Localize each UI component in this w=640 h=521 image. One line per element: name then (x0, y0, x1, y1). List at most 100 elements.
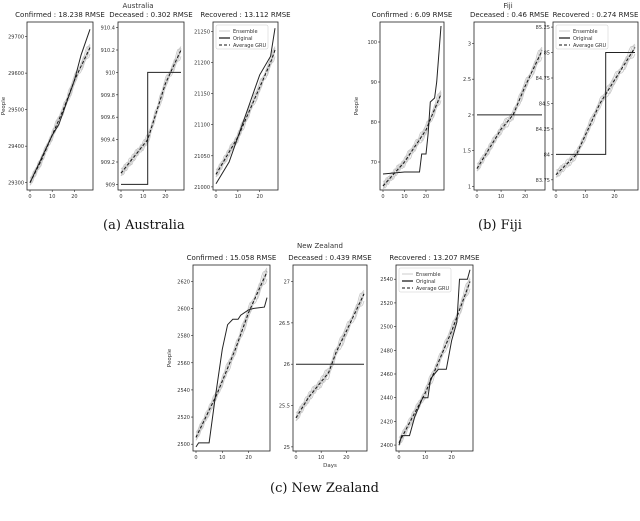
y-tick-label: 29700 (8, 35, 24, 41)
y-tick-label: 2540 (177, 388, 190, 394)
y-tick-label: 21200 (194, 60, 210, 66)
ensemble-line (215, 47, 276, 176)
ensemble-line (476, 48, 543, 172)
y-tick-label: 910.2 (101, 48, 115, 54)
y-tick-label: 21250 (194, 29, 210, 35)
ensemble-line (476, 51, 543, 172)
y-tick-label: 84 (544, 152, 550, 158)
x-tick-label: 10 (498, 194, 504, 200)
y-tick-label: 2540 (380, 277, 393, 283)
y-tick-label: 26 (284, 362, 290, 368)
original-line (556, 52, 635, 155)
ensemble-line (295, 295, 365, 422)
x-tick-label: 0 (214, 194, 217, 200)
suptitle: Fiji (503, 2, 512, 10)
subplot-title: Recovered : 0.274 RMSE (553, 11, 639, 19)
subplot-title: Deceased : 0.302 RMSE (109, 11, 192, 19)
y-tick-label: 21150 (194, 92, 210, 98)
y-tick-label: 29600 (8, 71, 24, 77)
y-tick-label: 910.4 (101, 26, 115, 32)
plot-frame (26, 21, 94, 191)
y-tick-label: 29500 (8, 108, 24, 114)
original-line (195, 297, 268, 448)
x-axis-label: Days (323, 463, 337, 469)
legend-label-average: Average GRU (573, 43, 606, 49)
x-tick-label: 0 (28, 194, 31, 200)
original-line (382, 25, 442, 175)
y-tick-label: 2400 (380, 443, 393, 449)
y-tick-label: 2520 (177, 415, 190, 421)
y-tick-label: 84.75 (536, 76, 550, 82)
plot-frame (473, 21, 546, 191)
subplot-5: Recovered : 0.274 RMSE 83.75 84 84.25 84.5 84… (536, 11, 639, 200)
x-tick-label: 0 (475, 194, 478, 200)
subplot-title: Recovered : 13.112 RMSE (200, 11, 290, 19)
y-tick-label: 2560 (177, 361, 190, 367)
y-axis-label: People (354, 96, 360, 115)
plot-frame (212, 21, 279, 191)
x-tick-label: 20 (522, 194, 528, 200)
x-tick-label: 20 (257, 194, 263, 200)
original-line (215, 28, 276, 185)
ensemble-line (215, 46, 276, 174)
subplot-6: Confirmed : 15.058 RMSE 2500 2520 2540 2560 2… (167, 254, 276, 461)
average-line (29, 47, 91, 183)
y-tick-label: 83.75 (536, 178, 550, 184)
y-tick-label: 21000 (194, 185, 210, 191)
ensemble-line (398, 279, 471, 446)
subplot-4: Deceased : 0.46 RMSE 1 1.5 2 2.5 3 0 10 20 (463, 11, 549, 200)
y-axis-label: People (167, 348, 173, 367)
legend-label-original: Original (416, 279, 436, 285)
original-line (29, 29, 91, 183)
suptitle: Australia (123, 2, 154, 10)
ensemble-line (398, 288, 471, 443)
average-line (215, 49, 276, 175)
y-tick-label: 80 (371, 120, 377, 126)
y-tick-label: 2440 (380, 396, 393, 402)
average-line (195, 271, 268, 438)
ensemble-line (476, 46, 543, 168)
ensemble-line (555, 45, 636, 178)
x-tick-label: 10 (49, 194, 55, 200)
x-tick-label: 20 (448, 455, 454, 461)
x-tick-label: 20 (611, 194, 617, 200)
x-tick-label: 10 (318, 455, 324, 461)
ensemble-line (382, 95, 442, 189)
y-tick-label: 2460 (380, 372, 393, 378)
x-tick-label: 20 (71, 194, 77, 200)
y-tick-label: 90 (371, 80, 377, 86)
y-tick-label: 2620 (177, 279, 190, 285)
y-tick-label: 25 (284, 445, 290, 451)
ensemble-line (398, 277, 471, 442)
y-axis-label: People (1, 96, 7, 115)
subplot-8: Recovered : 13.207 RMSE 2400 2420 2440 2460 2… (380, 254, 479, 461)
ensemble-line (295, 289, 365, 418)
ensemble-line (382, 90, 442, 186)
ensemble-line (382, 93, 442, 185)
y-tick-label: 2480 (380, 348, 393, 354)
average-line (295, 293, 365, 419)
plot-frame (292, 264, 368, 452)
legend-label-ensemble: Ensemble (573, 29, 598, 35)
subplot-title: Confirmed : 6.09 RMSE (372, 11, 453, 19)
average-line (476, 50, 543, 169)
ensemble-line (120, 47, 182, 176)
x-tick-label: 10 (235, 194, 241, 200)
y-tick-label: 2500 (177, 442, 190, 448)
subplot-title: Confirmed : 18.238 RMSE (15, 11, 105, 19)
y-tick-label: 2600 (177, 306, 190, 312)
y-tick-label: 909.2 (101, 160, 115, 166)
x-tick-label: 10 (219, 455, 225, 461)
original-line (121, 71, 181, 185)
average-line (382, 93, 442, 187)
x-tick-label: 10 (422, 455, 428, 461)
average-line (120, 49, 182, 174)
y-tick-label: 2420 (380, 419, 393, 425)
y-tick-label: 85 (544, 51, 550, 57)
plot-frame (395, 264, 474, 452)
caption-new-zealand: (c) New Zealand (270, 481, 379, 496)
y-tick-label: 27 (284, 280, 290, 286)
subplot-0: Confirmed : 18.238 RMSE 29300 29400 29500 29… (1, 11, 105, 200)
